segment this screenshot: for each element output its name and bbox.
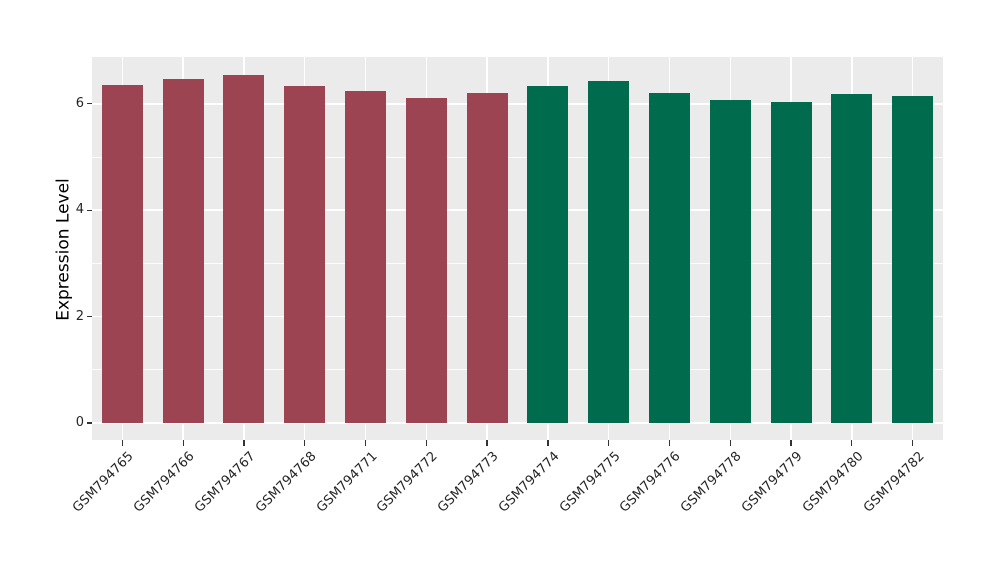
x-tick-label-GSM794782: GSM794782	[860, 449, 928, 516]
x-tick-label-GSM794775: GSM794775	[556, 449, 624, 516]
gridline-major-y6	[92, 103, 943, 105]
x-tick-label-GSM794778: GSM794778	[678, 449, 745, 516]
x-tick-label-GSM794772: GSM794772	[374, 449, 441, 516]
bar-GSM794780	[831, 93, 873, 423]
gridline-major-y0	[92, 422, 943, 424]
x-tick-label-GSM794776: GSM794776	[617, 449, 685, 516]
x-tick-mark-GSM794780	[851, 440, 853, 446]
y-tick-label-4: 4	[75, 202, 84, 218]
y-tick-mark-2	[87, 316, 92, 318]
gridline-major-y2	[92, 315, 943, 318]
x-tick-mark-GSM794766	[182, 440, 184, 446]
y-tick-mark-4	[87, 209, 92, 211]
x-tick-label-GSM794771: GSM794771	[313, 449, 381, 516]
bar-GSM794771	[345, 91, 387, 423]
x-tick-mark-GSM794768	[304, 440, 306, 446]
bar-GSM794773	[466, 93, 508, 423]
x-tick-label-GSM794779: GSM794779	[739, 449, 806, 516]
x-tick-label-GSM794773: GSM794773	[435, 449, 502, 516]
gridline-major-y4	[92, 209, 943, 211]
x-tick-label-GSM794767: GSM794767	[191, 449, 259, 516]
gridline-minor-y1	[92, 369, 943, 371]
x-tick-mark-GSM794771	[364, 440, 367, 446]
gridline-minor-y3	[92, 262, 943, 264]
x-tick-label-GSM794774: GSM794774	[495, 449, 563, 516]
x-tick-mark-GSM794775	[608, 440, 610, 446]
y-tick-label-6: 6	[75, 95, 84, 111]
bar-GSM794778	[709, 100, 751, 423]
y-tick-label-2: 2	[75, 308, 84, 324]
x-tick-mark-GSM794773	[486, 440, 488, 446]
bar-GSM794776	[648, 93, 690, 423]
bar-GSM794765	[101, 85, 143, 423]
y-tick-mark-0	[87, 422, 92, 424]
bar-GSM794775	[588, 80, 630, 423]
bar-GSM794766	[162, 78, 204, 423]
x-tick-mark-GSM794767	[243, 440, 245, 446]
x-tick-mark-GSM794782	[911, 440, 914, 446]
plot-panel	[92, 57, 943, 440]
x-tick-label-GSM794766: GSM794766	[131, 449, 198, 516]
x-tick-label-GSM794780: GSM794780	[799, 449, 867, 516]
x-tick-mark-GSM794776	[668, 440, 671, 446]
x-tick-mark-GSM794779	[790, 440, 792, 446]
x-tick-label-GSM794768: GSM794768	[252, 449, 320, 516]
y-tick-mark-6	[87, 103, 92, 105]
x-tick-mark-GSM794765	[121, 440, 124, 446]
bar-GSM794767	[223, 75, 265, 423]
x-tick-mark-GSM794778	[729, 440, 731, 446]
bar-GSM794772	[405, 97, 447, 423]
gridline-minor-y5	[92, 156, 943, 158]
bar-GSM794768	[284, 86, 326, 423]
x-tick-label-GSM794765: GSM794765	[70, 449, 137, 516]
x-tick-mark-GSM794772	[425, 440, 427, 446]
bar-GSM794779	[770, 102, 812, 423]
bar-GSM794774	[527, 86, 569, 423]
bar-GSM794782	[892, 95, 934, 423]
y-tick-label-0: 0	[75, 415, 84, 430]
x-tick-mark-GSM794774	[547, 440, 549, 446]
